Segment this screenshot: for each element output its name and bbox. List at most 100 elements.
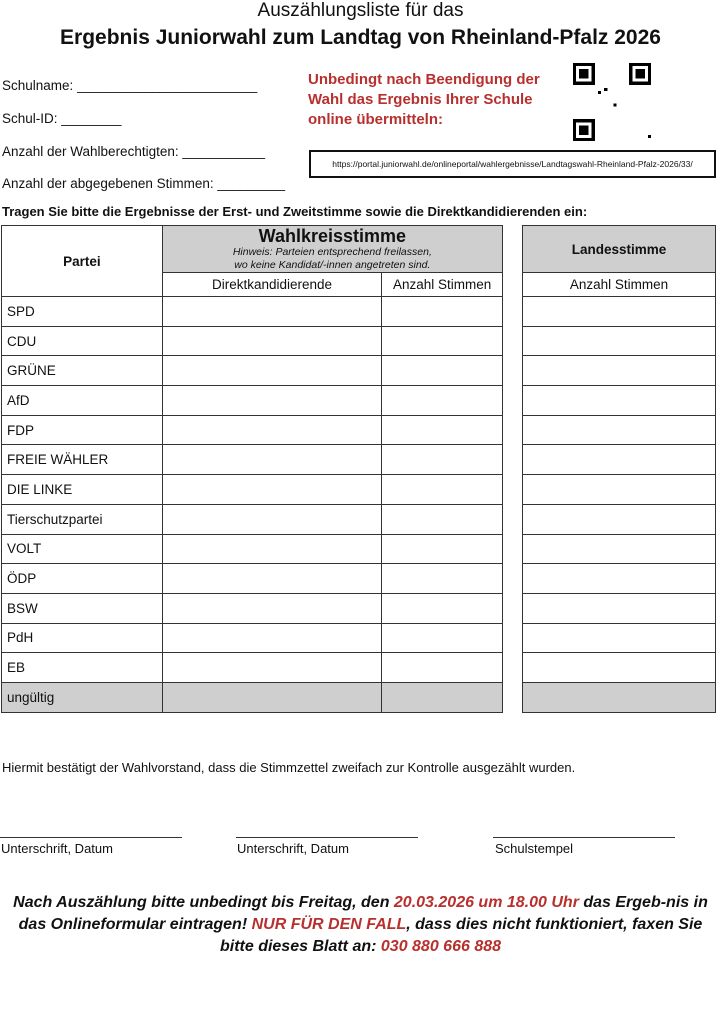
wahlkreis-stimmen-cell[interactable] [381, 296, 503, 327]
field-blank[interactable]: _________ [217, 176, 285, 191]
direktkandidat-cell[interactable] [161, 355, 383, 387]
party-name: ÖDP [1, 563, 163, 594]
landes-stimmen-cell[interactable] [522, 652, 716, 683]
party-row: GRÜNE [1, 355, 503, 387]
footer-text: das Ergeb-nis in das Onlineformular eint… [18, 894, 708, 933]
party-row: DIE LINKE [1, 474, 503, 505]
landes-row [522, 474, 716, 505]
landes-stimmen-cell[interactable] [522, 385, 716, 416]
landes-stimmen-cell[interactable] [522, 622, 716, 654]
hint-line: wo keine Kandidat/-innen angetreten sind… [234, 259, 431, 271]
notice-line: Unbedingt nach Beendigung der [308, 71, 540, 88]
field-schul-id[interactable]: Schul-ID: ________ [2, 111, 121, 126]
landes-row [522, 385, 716, 416]
signature-label: Unterschrift, Datum [1, 841, 113, 856]
landes-stimmen-cell[interactable] [522, 503, 716, 535]
wahlkreis-stimmen-cell[interactable] [381, 414, 503, 446]
landes-stimmen-cell[interactable] [522, 296, 716, 327]
landes-row [522, 533, 716, 565]
direktkandidat-cell[interactable] [161, 325, 383, 357]
landes-stimmen-cell[interactable] [522, 681, 716, 713]
landes-row [522, 444, 716, 476]
party-name: EB [1, 652, 163, 683]
direktkandidat-cell[interactable] [161, 414, 383, 446]
landes-row [522, 296, 716, 327]
wahlkreis-stimmen-cell[interactable] [381, 474, 503, 505]
direktkandidat-cell[interactable] [161, 622, 383, 654]
portal-url[interactable]: https://portal.juniorwahl.de/onlineporta… [309, 150, 716, 178]
col-landes-anzahl-stimmen: Anzahl Stimmen [522, 272, 716, 297]
landes-stimmen-cell[interactable] [522, 563, 716, 594]
direktkandidat-cell[interactable] [161, 563, 383, 594]
footer-emphasis: NUR FÜR DEN FALL [251, 916, 407, 933]
party-name: DIE LINKE [1, 474, 163, 505]
direktkandidat-cell[interactable] [161, 385, 383, 416]
landes-stimmen-cell[interactable] [522, 414, 716, 446]
wahlkreis-stimmen-cell[interactable] [381, 503, 503, 535]
wahlkreis-stimmen-cell[interactable] [381, 444, 503, 476]
wahlkreis-stimmen-cell[interactable] [381, 533, 503, 565]
field-wahlberechtigte[interactable]: Anzahl der Wahlberechtigten: ___________ [2, 144, 265, 159]
field-blank[interactable]: ___________ [182, 144, 265, 159]
field-blank[interactable]: ________________________ [77, 78, 258, 93]
field-schulname[interactable]: Schulname: ________________________ [2, 78, 257, 93]
party-row: VOLT [1, 533, 503, 565]
party-row: FDP [1, 414, 503, 446]
direktkandidat-cell[interactable] [161, 533, 383, 565]
direktkandidat-cell[interactable] [161, 681, 383, 713]
landes-stimmen-cell[interactable] [522, 355, 716, 387]
landes-stimmen-cell[interactable] [522, 592, 716, 624]
footer-text: , dass dies nicht funktioniert, faxen Si… [219, 916, 703, 955]
direktkandidat-cell[interactable] [161, 592, 383, 624]
party-row: AfD [1, 385, 503, 416]
direktkandidat-cell[interactable] [161, 296, 383, 327]
party-name: FREIE WÄHLER [1, 444, 163, 476]
wahlkreis-stimmen-cell[interactable] [381, 622, 503, 654]
landes-row [522, 325, 716, 357]
party-name: BSW [1, 592, 163, 624]
landes-table: Landesstimme Anzahl Stimmen [522, 225, 716, 713]
wahlkreis-stimmen-cell[interactable] [381, 592, 503, 624]
field-blank[interactable]: ________ [61, 111, 122, 126]
party-name: GRÜNE [1, 355, 163, 387]
party-row: ungültig [1, 681, 503, 713]
wahlkreis-stimmen-cell[interactable] [381, 652, 503, 683]
landes-row [522, 503, 716, 535]
qr-code-icon[interactable] [573, 63, 651, 141]
field-label: Schul-ID: [2, 111, 58, 126]
landes-stimmen-cell[interactable] [522, 444, 716, 476]
stamp-line[interactable] [493, 837, 675, 838]
field-label: Schulname: [2, 78, 74, 93]
direktkandidat-cell[interactable] [161, 444, 383, 476]
wahlkreis-stimmen-cell[interactable] [381, 681, 503, 713]
footer-text: Nach Auszählung bitte unbedingt bis Frei… [13, 894, 394, 911]
landes-header: Landesstimme [522, 225, 716, 273]
party-name: SPD [1, 296, 163, 327]
party-row: BSW [1, 592, 503, 624]
direktkandidat-cell[interactable] [161, 652, 383, 683]
wahlkreis-stimmen-cell[interactable] [381, 355, 503, 387]
direktkandidat-cell[interactable] [161, 503, 383, 535]
col-anzahl-stimmen: Anzahl Stimmen [381, 272, 503, 297]
wahlkreis-stimmen-cell[interactable] [381, 563, 503, 594]
wahlkreis-table: Partei Wahlkreisstimme Hinweis: Parteien… [1, 225, 504, 713]
page-title: Ergebnis Juniorwahl zum Landtag von Rhei… [60, 26, 661, 49]
landes-stimmen-cell[interactable] [522, 474, 716, 505]
footer-notice: Nach Auszählung bitte unbedingt bis Frei… [0, 892, 721, 958]
party-name: AfD [1, 385, 163, 416]
online-notice: Unbedingt nach Beendigung der Wahl das E… [308, 70, 568, 130]
signature-line[interactable] [236, 837, 418, 838]
party-row: Tierschutzpartei [1, 503, 503, 535]
party-row: EB [1, 652, 503, 683]
title-line-1: Auszählungsliste für das [257, 0, 464, 21]
wahlkreis-stimmen-cell[interactable] [381, 385, 503, 416]
landes-stimmen-cell[interactable] [522, 533, 716, 565]
party-name: CDU [1, 325, 163, 357]
field-abgegebene-stimmen[interactable]: Anzahl der abgegebenen Stimmen: ________… [2, 176, 285, 191]
landes-stimmen-cell[interactable] [522, 325, 716, 357]
stamp-label: Schulstempel [495, 841, 574, 856]
party-name: VOLT [1, 533, 163, 565]
direktkandidat-cell[interactable] [161, 474, 383, 505]
signature-line[interactable] [0, 837, 182, 838]
wahlkreis-stimmen-cell[interactable] [381, 325, 503, 357]
